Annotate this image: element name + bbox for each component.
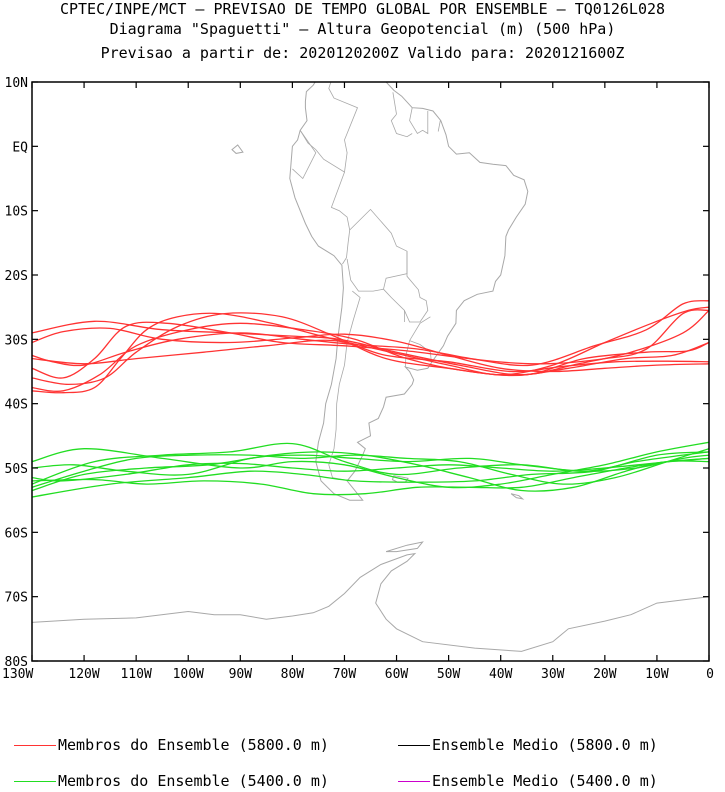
lon-tick-label: 20W: [593, 667, 617, 682]
lon-tick-label: 10W: [645, 667, 669, 682]
coastlines: [32, 82, 709, 652]
lon-tick-label: 120W: [68, 667, 99, 682]
country-border: [437, 120, 441, 132]
lat-tick-label: 20S: [5, 269, 28, 284]
island-coastline: [510, 493, 525, 500]
lat-tick-label: 10S: [5, 205, 28, 220]
member-5800-contour: [32, 300, 709, 379]
legend-label-mean-5400: Ensemble Medio (5400.0 m): [432, 772, 658, 790]
lat-tick-label: 30S: [5, 333, 28, 348]
member-5400-contour: [32, 448, 709, 488]
legend-label-members-5400: Membros do Ensemble (5400.0 m): [58, 772, 329, 790]
lon-tick-label: 70W: [333, 667, 357, 682]
title-line-1: CPTEC/INPE/MCT – PREVISAO DE TEMPO GLOBA…: [59, 0, 666, 18]
lon-tick-label: 100W: [173, 667, 204, 682]
lon-tick-label: 130W: [2, 667, 33, 682]
member-5800-contour: [32, 312, 709, 386]
lat-tick-label: 60S: [5, 526, 28, 541]
lat-tick-label: 80S: [5, 655, 28, 670]
legend-label-mean-5800: Ensemble Medio (5800.0 m): [432, 736, 658, 754]
legend-label-members-5800: Membros do Ensemble (5800.0 m): [58, 736, 329, 754]
country-border: [409, 107, 429, 135]
member-5400-contour: [32, 451, 709, 498]
lon-tick-label: 40W: [489, 667, 513, 682]
lon-tick-label: 50W: [437, 667, 461, 682]
map-frame: [31, 81, 710, 662]
member-5800-contour: [32, 327, 709, 373]
lon-tick-label: 80W: [281, 667, 305, 682]
country-border: [383, 251, 429, 323]
lon-tick-label: 90W: [229, 667, 253, 682]
member-5400-contour: [32, 454, 709, 476]
country-border: [390, 113, 413, 138]
country-border: [328, 290, 361, 482]
member-5800-contour: [32, 309, 709, 367]
south-america-coastline: [289, 82, 529, 501]
member-5400-contour: [32, 457, 709, 496]
legend-line-members-5800: [14, 745, 56, 746]
legend-line-mean-5400: [398, 781, 430, 782]
lat-tick-label: 70S: [5, 591, 28, 606]
country-border: [346, 208, 408, 292]
legend-line-mean-5800: [398, 745, 430, 746]
members-5400-contours: [32, 441, 709, 498]
lat-tick-label: 50S: [5, 462, 28, 477]
member-5400-contour: [32, 451, 709, 492]
title-line-3: Previsao a partir de: 2020120200Z Valido…: [100, 44, 625, 62]
member-5800-contour: [32, 306, 709, 394]
lon-tick-label: 30W: [541, 667, 565, 682]
title-line-2: Diagrama "Spaguetti" – Altura Geopotenci…: [109, 20, 616, 38]
members-5800-contours: [32, 300, 709, 394]
lat-tick-label: 10N: [5, 76, 28, 91]
legend-line-members-5400: [14, 781, 56, 782]
member-5800-contour: [32, 309, 709, 376]
lon-tick-label: 60W: [385, 667, 409, 682]
antarctica-coastline: [32, 552, 709, 652]
member-5800-contour: [32, 322, 709, 392]
country-border: [392, 92, 397, 115]
lon-tick-label: 0: [706, 667, 714, 682]
island-coastline: [385, 541, 424, 553]
member-5400-contour: [32, 457, 709, 482]
member-5800-contour: [32, 339, 709, 373]
country-border: [330, 171, 351, 265]
country-border: [292, 130, 317, 180]
lon-tick-label: 110W: [120, 667, 151, 682]
lat-tick-label: 40S: [5, 398, 28, 413]
member-5400-contour: [32, 442, 709, 485]
country-border: [299, 82, 359, 173]
island-coastline: [231, 144, 244, 154]
member-5400-contour: [32, 441, 709, 489]
lat-tick-label: EQ: [12, 140, 28, 155]
